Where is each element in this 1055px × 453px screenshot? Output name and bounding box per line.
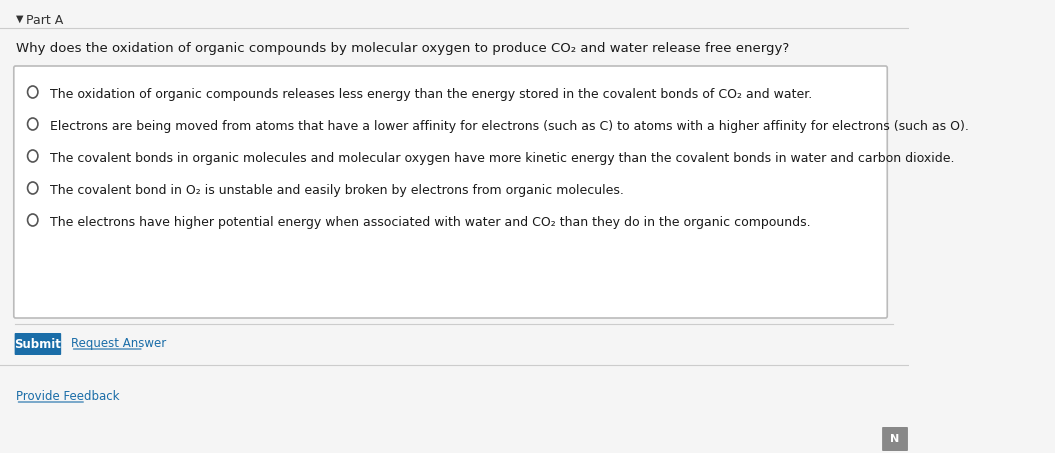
Text: Request Answer: Request Answer <box>71 337 166 351</box>
Text: Why does the oxidation of organic compounds by molecular oxygen to produce CO₂ a: Why does the oxidation of organic compou… <box>16 42 789 55</box>
FancyBboxPatch shape <box>882 427 908 451</box>
Text: Provide Feedback: Provide Feedback <box>16 390 119 403</box>
Text: ▼: ▼ <box>16 14 23 24</box>
FancyBboxPatch shape <box>15 333 61 355</box>
Text: Part A: Part A <box>25 14 63 27</box>
Text: The covalent bonds in organic molecules and molecular oxygen have more kinetic e: The covalent bonds in organic molecules … <box>50 152 955 165</box>
Text: Electrons are being moved from atoms that have a lower affinity for electrons (s: Electrons are being moved from atoms tha… <box>50 120 968 133</box>
FancyBboxPatch shape <box>14 66 887 318</box>
Text: The covalent bond in O₂ is unstable and easily broken by electrons from organic : The covalent bond in O₂ is unstable and … <box>50 184 624 197</box>
Text: The oxidation of organic compounds releases less energy than the energy stored i: The oxidation of organic compounds relea… <box>50 88 812 101</box>
Text: The electrons have higher potential energy when associated with water and CO₂ th: The electrons have higher potential ener… <box>50 216 810 229</box>
Text: Submit: Submit <box>15 337 61 351</box>
Text: N: N <box>890 434 900 444</box>
